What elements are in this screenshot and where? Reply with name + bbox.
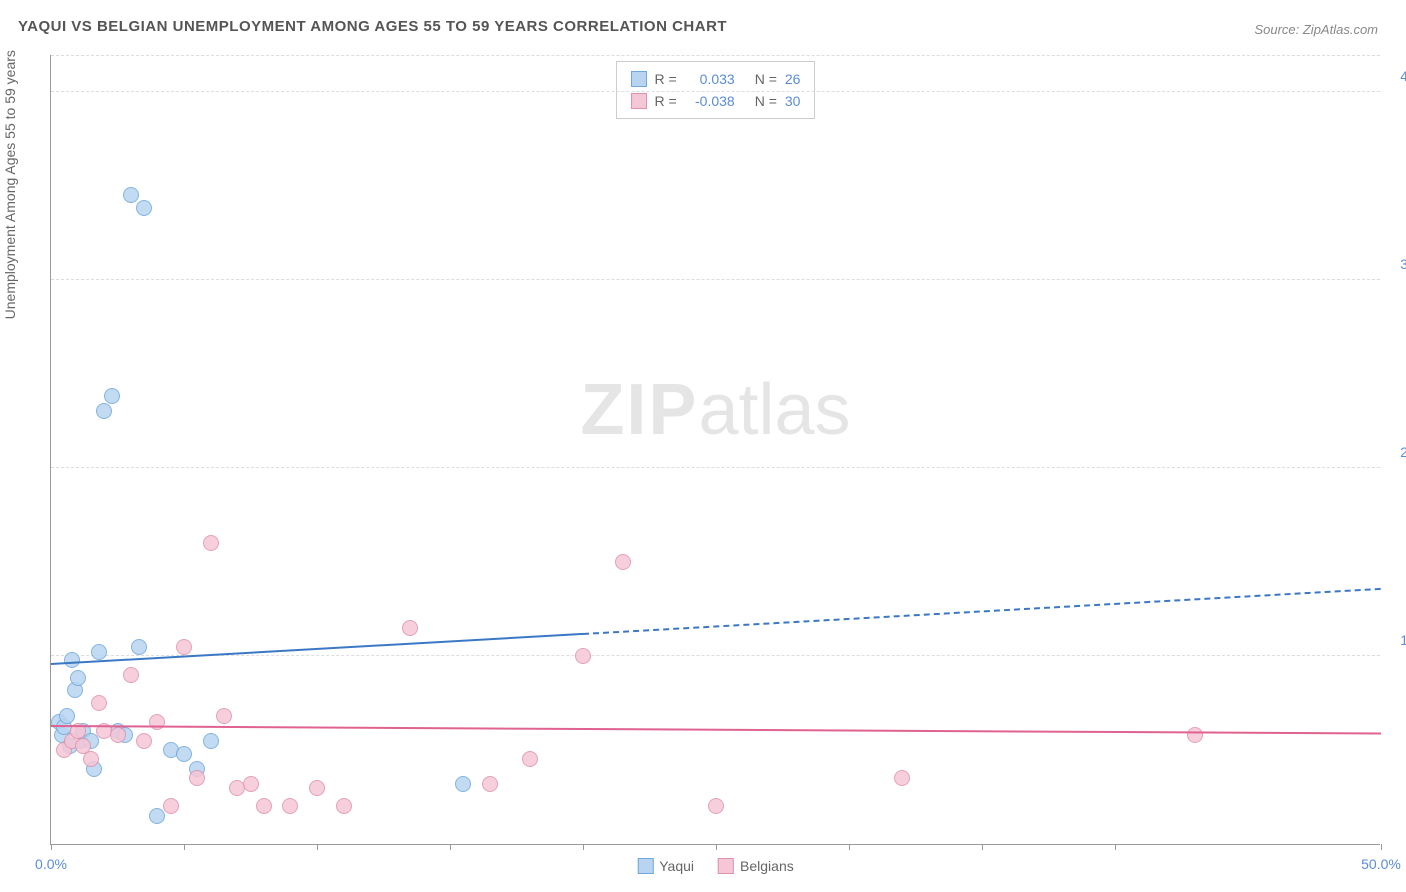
legend-stat-row: R = 0.033 N = 26 (631, 68, 801, 90)
data-point (336, 798, 352, 814)
legend-swatch (631, 93, 647, 109)
legend-label: Belgians (740, 858, 794, 874)
data-point (163, 798, 179, 814)
x-tick (51, 844, 52, 850)
stat-n-label: N = (755, 68, 777, 90)
x-tick (849, 844, 850, 850)
data-point (402, 620, 418, 636)
trend-line-dashed (583, 588, 1381, 635)
watermark-atlas: atlas (698, 370, 850, 450)
x-tick (1115, 844, 1116, 850)
data-point (91, 695, 107, 711)
data-point (522, 751, 538, 767)
legend-label: Yaqui (659, 858, 694, 874)
data-point (894, 770, 910, 786)
legend-item: Belgians (718, 858, 794, 874)
data-point (91, 644, 107, 660)
stat-r-label: R = (655, 68, 677, 90)
data-point (575, 648, 591, 664)
data-point (189, 770, 205, 786)
stat-n-value: 26 (785, 68, 801, 90)
x-tick (184, 844, 185, 850)
legend-swatch (718, 858, 734, 874)
data-point (203, 733, 219, 749)
chart-title: YAQUI VS BELGIAN UNEMPLOYMENT AMONG AGES… (18, 18, 727, 35)
data-point (83, 751, 99, 767)
data-point (123, 667, 139, 683)
watermark-zip: ZIP (580, 370, 698, 450)
stat-n-value: 30 (785, 90, 801, 112)
data-point (309, 780, 325, 796)
legend-series: Yaqui Belgians (637, 858, 793, 874)
data-point (243, 776, 259, 792)
gridline (51, 55, 1380, 56)
data-point (256, 798, 272, 814)
data-point (176, 639, 192, 655)
y-tick-label: 20.0% (1385, 444, 1406, 460)
data-point (203, 535, 219, 551)
x-tick-label: 50.0% (1361, 856, 1401, 872)
data-point (123, 187, 139, 203)
y-tick-label: 10.0% (1385, 632, 1406, 648)
data-point (70, 670, 86, 686)
gridline (51, 91, 1380, 92)
data-point (131, 639, 147, 655)
data-point (455, 776, 471, 792)
data-point (708, 798, 724, 814)
legend-item: Yaqui (637, 858, 694, 874)
data-point (615, 554, 631, 570)
data-point (282, 798, 298, 814)
gridline (51, 279, 1380, 280)
stat-r-value: 0.033 (685, 68, 735, 90)
source-attribution: Source: ZipAtlas.com (1254, 22, 1378, 37)
x-tick (450, 844, 451, 850)
data-point (110, 727, 126, 743)
data-point (176, 746, 192, 762)
y-axis-label: Unemployment Among Ages 55 to 59 years (2, 50, 18, 319)
data-point (482, 776, 498, 792)
stat-n-label: N = (755, 90, 777, 112)
trend-line-solid (51, 725, 1381, 735)
data-point (1187, 727, 1203, 743)
legend-swatch (631, 71, 647, 87)
legend-stat-row: R = -0.038 N = 30 (631, 90, 801, 112)
data-point (104, 388, 120, 404)
y-tick-label: 30.0% (1385, 256, 1406, 272)
x-tick (716, 844, 717, 850)
x-tick (1381, 844, 1382, 850)
data-point (136, 200, 152, 216)
data-point (216, 708, 232, 724)
data-point (136, 733, 152, 749)
plot-area: ZIPatlas R = 0.033 N = 26 R = -0.038 N = 30… (50, 55, 1380, 845)
x-tick (583, 844, 584, 850)
watermark: ZIPatlas (580, 369, 850, 451)
data-point (59, 708, 75, 724)
data-point (96, 403, 112, 419)
gridline (51, 467, 1380, 468)
y-tick-label: 40.0% (1385, 68, 1406, 84)
stat-r-label: R = (655, 90, 677, 112)
data-point (64, 652, 80, 668)
stat-r-value: -0.038 (685, 90, 735, 112)
legend-swatch (637, 858, 653, 874)
gridline (51, 655, 1380, 656)
x-tick (317, 844, 318, 850)
x-tick-label: 0.0% (35, 856, 67, 872)
x-tick (982, 844, 983, 850)
